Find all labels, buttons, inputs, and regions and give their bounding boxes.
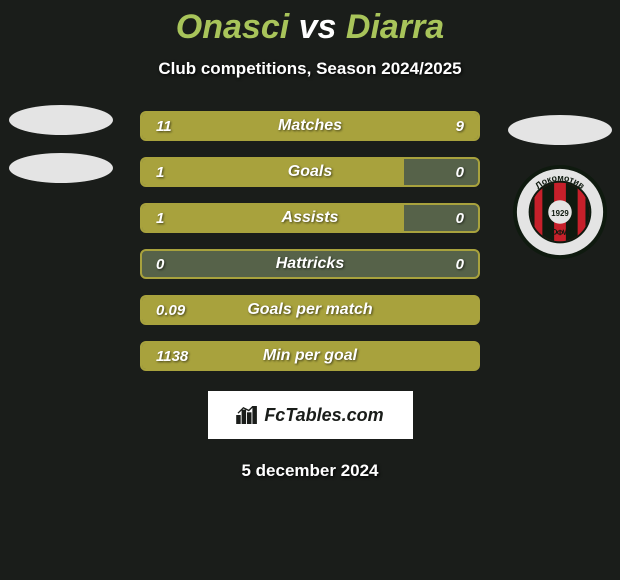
player2-name: Diarra xyxy=(346,8,444,46)
stat-label: Matches xyxy=(212,117,408,135)
stat-value-left: 1 xyxy=(142,210,212,227)
stat-value-right: 0 xyxy=(408,164,478,181)
stat-label: Assists xyxy=(212,209,408,227)
comparison-card: Onasci vs Diarra Club competitions, Seas… xyxy=(0,0,620,580)
vs-text: vs xyxy=(299,8,337,46)
stat-value-right: 0 xyxy=(408,256,478,273)
stat-label: Goals per match xyxy=(212,301,408,319)
stat-value-left: 0.09 xyxy=(142,302,212,319)
stat-label: Hattricks xyxy=(212,255,408,273)
player2-badges: 1929 Локомотив СОФИЯ xyxy=(507,115,612,261)
stat-value-left: 1 xyxy=(142,164,212,181)
stat-value-right: 9 xyxy=(408,118,478,135)
stat-label: Goals xyxy=(212,163,408,181)
crest-year: 1929 xyxy=(551,209,569,218)
subtitle: Club competitions, Season 2024/2025 xyxy=(158,59,461,79)
date-footer: 5 december 2024 xyxy=(241,461,378,481)
player1-name: Onasci xyxy=(176,8,289,46)
page-title: Onasci vs Diarra xyxy=(176,8,444,47)
stat-row: 1138Min per goal xyxy=(140,341,480,371)
stat-value-left: 11 xyxy=(142,118,212,135)
stat-value-left: 1138 xyxy=(142,348,212,365)
stat-row: 0.09Goals per match xyxy=(140,295,480,325)
stat-row: 0Hattricks0 xyxy=(140,249,480,279)
player1-photo-placeholder xyxy=(9,105,113,135)
player1-club-placeholder xyxy=(9,153,113,183)
fctables-label: FcTables.com xyxy=(264,405,383,426)
fctables-logo-icon xyxy=(236,406,258,424)
stat-label: Min per goal xyxy=(212,347,408,365)
stats-list: 11Matches91Goals01Assists00Hattricks00.0… xyxy=(140,111,480,371)
lokomotiv-sofia-crest-icon: 1929 Локомотив СОФИЯ xyxy=(511,163,609,261)
player2-photo-placeholder xyxy=(508,115,612,145)
stat-row: 1Goals0 xyxy=(140,157,480,187)
stat-value-right: 0 xyxy=(408,210,478,227)
stat-row: 11Matches9 xyxy=(140,111,480,141)
fctables-badge[interactable]: FcTables.com xyxy=(208,391,413,439)
stat-row: 1Assists0 xyxy=(140,203,480,233)
player1-badges xyxy=(8,105,113,183)
stat-value-left: 0 xyxy=(142,256,212,273)
